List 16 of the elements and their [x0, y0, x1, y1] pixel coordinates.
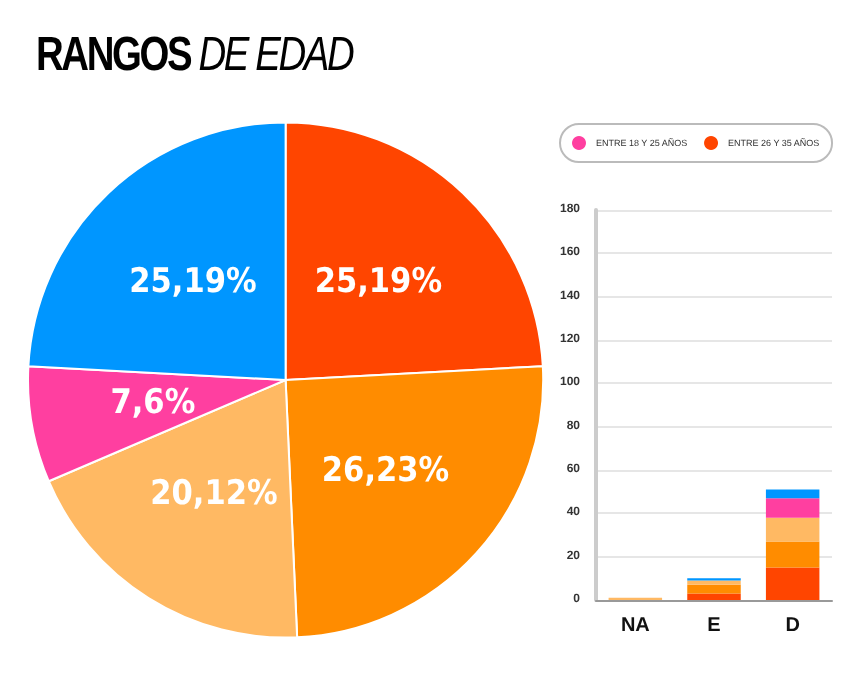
data-label: 20,12% — [150, 474, 278, 515]
bar — [765, 517, 820, 542]
data-label: 25,19% — [314, 262, 443, 303]
bar — [765, 489, 820, 499]
bar — [687, 584, 741, 594]
data-label: 7,6% — [110, 383, 196, 424]
chart-title: RANGOS DE EDAD — [36, 28, 353, 82]
x-tick-label: D — [785, 615, 800, 637]
bar — [765, 541, 820, 568]
bar — [765, 498, 820, 518]
x-tick-label: NA — [620, 615, 650, 637]
bar — [687, 593, 741, 600]
data-label: 25,19% — [129, 262, 257, 303]
data-label: 26,23% — [321, 450, 450, 491]
x-tick-label: E — [707, 615, 722, 637]
bar — [765, 567, 820, 600]
